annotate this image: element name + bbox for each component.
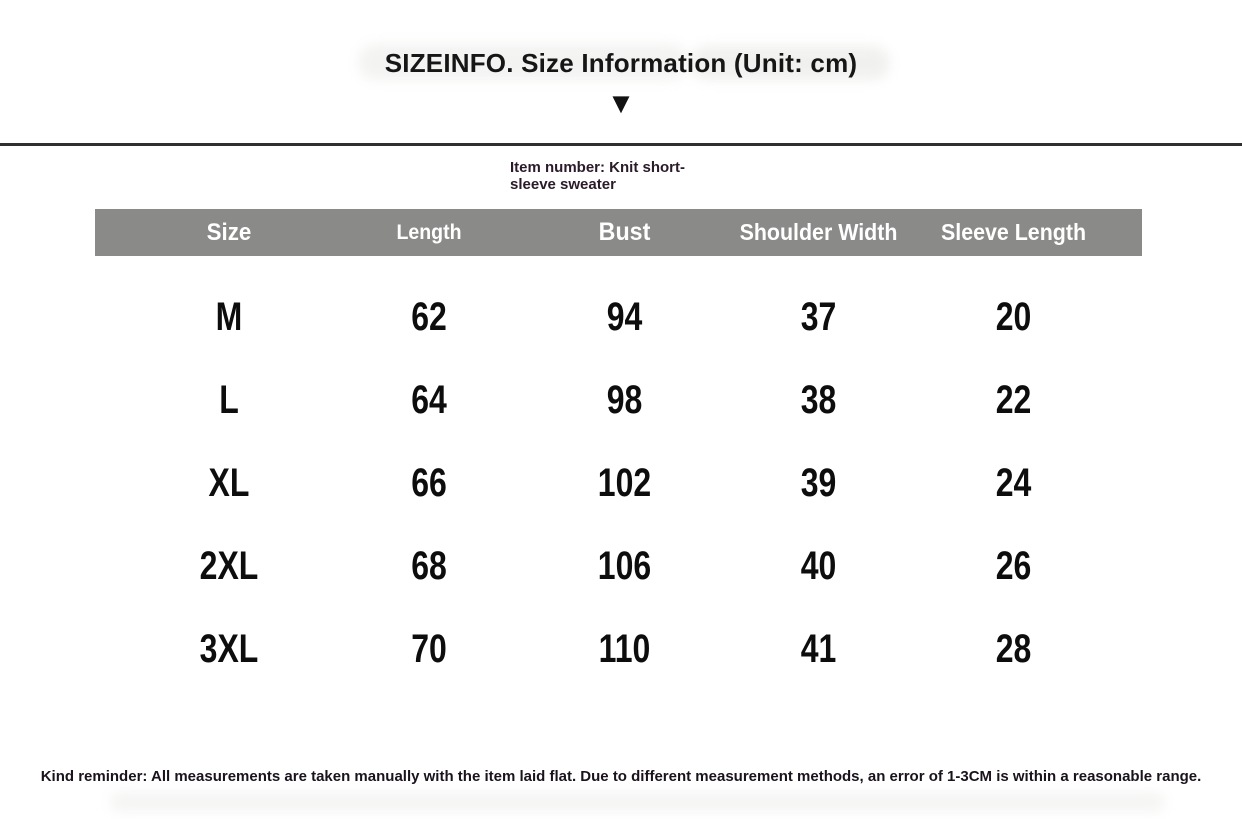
table-cell: 102	[597, 461, 652, 505]
watermark-smudge	[110, 792, 1165, 812]
table-cell: 106	[597, 544, 652, 588]
table-cell: 22	[995, 378, 1032, 422]
table-cell: 98	[606, 378, 643, 422]
down-arrow-icon: ▼	[606, 88, 636, 120]
table-cell: 68	[411, 544, 447, 588]
table-body: M 62 94 37 20 L 64 98 38 22 XL 66 102 39…	[95, 276, 1142, 691]
size-table: Size Length Bust Shoulder Width Sleeve L…	[95, 209, 1142, 671]
column-header-sleeve-length: Sleeve Length	[940, 219, 1087, 245]
column-header-size: Size	[206, 218, 252, 246]
column-header-shoulder-width: Shoulder Width	[739, 219, 898, 245]
table-cell: 64	[411, 378, 447, 422]
item-number-label: Item number: Knit short-sleeve sweater	[510, 159, 685, 193]
table-cell: 70	[411, 627, 447, 671]
column-header-bust: Bust	[598, 218, 651, 246]
table-cell: 62	[411, 295, 447, 339]
table-cell: 20	[995, 295, 1032, 339]
size-label: 2XL	[199, 544, 259, 588]
table-cell: 26	[995, 544, 1032, 588]
size-label: L	[219, 378, 239, 422]
table-cell: 38	[800, 378, 837, 422]
size-label: M	[215, 295, 243, 339]
table-cell: 41	[800, 627, 837, 671]
size-label: XL	[208, 461, 250, 505]
divider	[0, 143, 1242, 146]
table-cell: 24	[995, 461, 1032, 505]
kind-reminder: Kind reminder: All measurements are take…	[40, 768, 1202, 785]
table-cell: 94	[606, 295, 643, 339]
table-cell: 40	[800, 544, 837, 588]
table-cell: 28	[995, 627, 1032, 671]
table-cell: 66	[411, 461, 447, 505]
table-cell: 39	[800, 461, 837, 505]
page-title: SIZEINFO. Size Information (Unit: cm)	[384, 48, 858, 78]
size-label: 3XL	[199, 627, 259, 671]
table-cell: 110	[598, 627, 651, 671]
table-cell: 37	[800, 295, 837, 339]
table-header-row: Size Length Bust Shoulder Width Sleeve L…	[95, 209, 1142, 256]
column-header-length: Length	[396, 220, 462, 244]
